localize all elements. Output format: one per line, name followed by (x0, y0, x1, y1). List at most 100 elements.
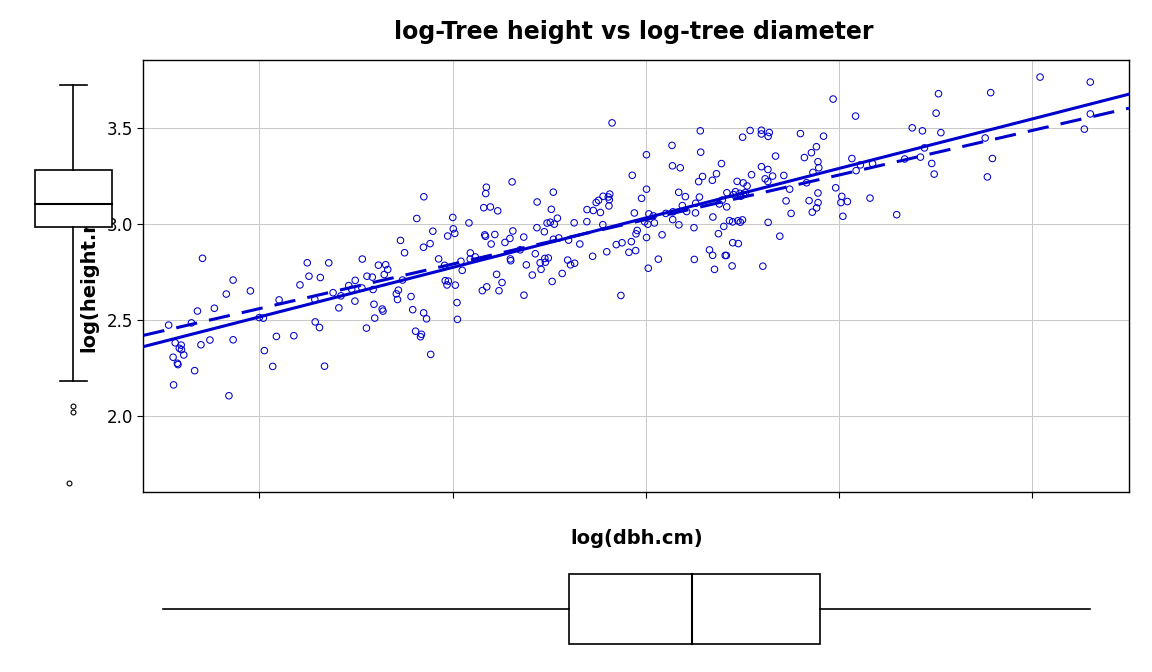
Point (717, 250, 735, 261)
Point (932, 127, 950, 138)
Point (644, 210, 662, 221)
Point (622, 237, 641, 247)
Point (753, 261, 772, 271)
Point (332, 290, 350, 301)
Point (662, 140, 681, 151)
Point (723, 216, 742, 227)
Point (752, 125, 771, 136)
Point (600, 200, 619, 211)
Point (501, 233, 520, 244)
Point (444, 212, 462, 223)
Point (694, 171, 712, 182)
Point (653, 229, 672, 240)
Point (741, 125, 759, 136)
Point (583, 251, 601, 261)
Point (290, 280, 309, 290)
Point (536, 226, 554, 237)
Point (923, 158, 941, 169)
Point (422, 349, 440, 360)
Point (553, 268, 571, 279)
Point (430, 253, 448, 264)
Point (627, 245, 645, 256)
Point (799, 196, 818, 206)
Point (446, 228, 464, 239)
Point (310, 322, 328, 333)
Point (809, 198, 827, 208)
Point (220, 390, 238, 401)
Point (780, 184, 798, 195)
Point (689, 176, 707, 187)
Point (690, 192, 708, 202)
Point (435, 260, 454, 271)
Y-axis label: log(height.m): log(height.m) (79, 202, 98, 351)
Point (705, 264, 723, 275)
Point (832, 197, 850, 208)
Point (548, 213, 567, 224)
Point (766, 151, 785, 161)
Point (444, 224, 462, 235)
Point (824, 93, 842, 104)
Point (764, 171, 782, 181)
Point (298, 257, 317, 268)
Point (388, 294, 407, 305)
Point (559, 255, 577, 265)
Point (718, 187, 736, 198)
Point (638, 219, 657, 230)
Point (488, 206, 507, 216)
Point (517, 259, 536, 270)
Point (477, 182, 495, 193)
Point (810, 163, 828, 173)
Point (560, 235, 578, 245)
Point (797, 177, 816, 188)
Point (664, 161, 682, 171)
Point (373, 306, 392, 317)
Point (782, 208, 801, 219)
Point (536, 253, 554, 264)
Point (241, 286, 259, 296)
Point (415, 192, 433, 202)
Point (255, 312, 273, 323)
Point (842, 153, 861, 164)
Point (645, 218, 664, 228)
Point (632, 193, 651, 204)
Point (718, 202, 736, 212)
Point (756, 173, 774, 184)
Point (482, 202, 500, 212)
Point (759, 176, 778, 187)
Point (728, 176, 746, 187)
Point (712, 158, 730, 169)
Point (834, 211, 852, 222)
Point (475, 202, 493, 213)
Point (543, 276, 561, 287)
Point (704, 250, 722, 261)
Point (495, 237, 514, 248)
Point (353, 283, 371, 294)
Point (861, 193, 879, 204)
Point (467, 251, 485, 262)
Point (577, 216, 596, 227)
Point (200, 335, 219, 345)
Point (620, 247, 638, 257)
Point (487, 269, 506, 280)
Point (324, 288, 342, 298)
Point (774, 170, 793, 181)
Point (250, 312, 268, 323)
Point (584, 205, 602, 216)
Point (628, 225, 646, 236)
Point (700, 245, 719, 255)
Point (515, 290, 533, 300)
Bar (569, 574, 820, 644)
Point (511, 245, 530, 255)
Point (523, 269, 541, 280)
Point (639, 263, 658, 274)
Point (164, 352, 182, 363)
Point (357, 323, 376, 333)
Point (550, 233, 568, 243)
Point (759, 131, 778, 142)
Point (691, 146, 710, 157)
Point (591, 207, 609, 218)
Point (637, 232, 655, 243)
Point (1031, 72, 1049, 83)
Point (329, 302, 348, 313)
Point (723, 261, 742, 271)
